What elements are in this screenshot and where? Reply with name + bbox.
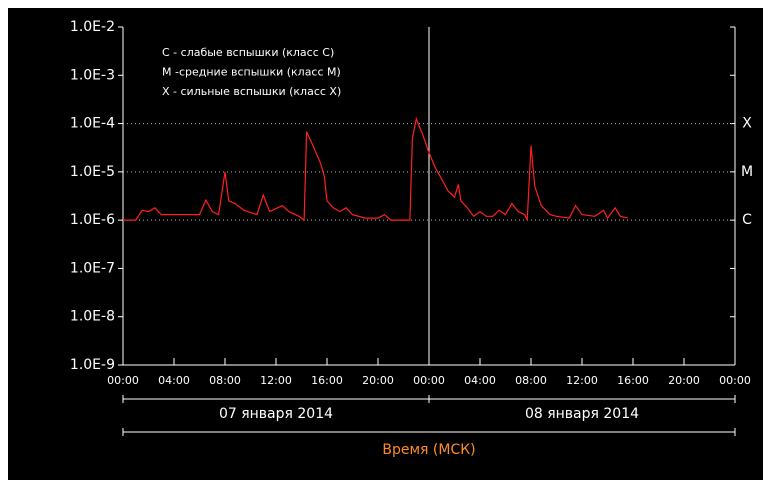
x-tick-label: 20:00: [362, 374, 394, 387]
panel: [8, 8, 763, 480]
x-tick-label: 12:00: [566, 374, 598, 387]
x-tick-label: 16:00: [311, 374, 343, 387]
x-axis-label: Время (МСК): [382, 442, 475, 458]
legend-note: X - сильные вспышки (класс X): [162, 85, 341, 98]
x-tick-label: 00:00: [107, 374, 139, 387]
y-tick-label: 1.0E-9: [70, 357, 115, 373]
x-tick-label: 12:00: [260, 374, 292, 387]
x-tick-label: 08:00: [515, 374, 547, 387]
y-tick-label: 1.0E-4: [70, 116, 115, 132]
x-tick-label: 04:00: [158, 374, 190, 387]
class-label: M: [741, 164, 753, 180]
legend-note: M -средние вспышки (класс M): [162, 66, 341, 79]
date-label: 07 января 2014: [219, 406, 333, 422]
y-tick-label: 1.0E-8: [70, 309, 115, 325]
class-label: X: [742, 116, 752, 132]
x-tick-label: 20:00: [668, 374, 700, 387]
x-tick-label: 04:00: [464, 374, 496, 387]
legend-note: C - слабые вспышки (класс C): [162, 46, 334, 59]
x-tick-label: 00:00: [719, 374, 751, 387]
x-tick-label: 00:00: [413, 374, 445, 387]
x-tick-label: 08:00: [209, 374, 241, 387]
class-label: C: [742, 212, 752, 228]
x-tick-label: 16:00: [617, 374, 649, 387]
flux-line: [123, 116, 629, 222]
y-tick-label: 1.0E-2: [70, 19, 115, 35]
date-label: 08 января 2014: [525, 406, 639, 422]
y-tick-label: 1.0E-6: [70, 212, 115, 228]
y-tick-label: 1.0E-3: [70, 67, 115, 83]
y-tick-label: 1.0E-7: [70, 260, 115, 276]
y-tick-label: 1.0E-5: [70, 164, 115, 180]
